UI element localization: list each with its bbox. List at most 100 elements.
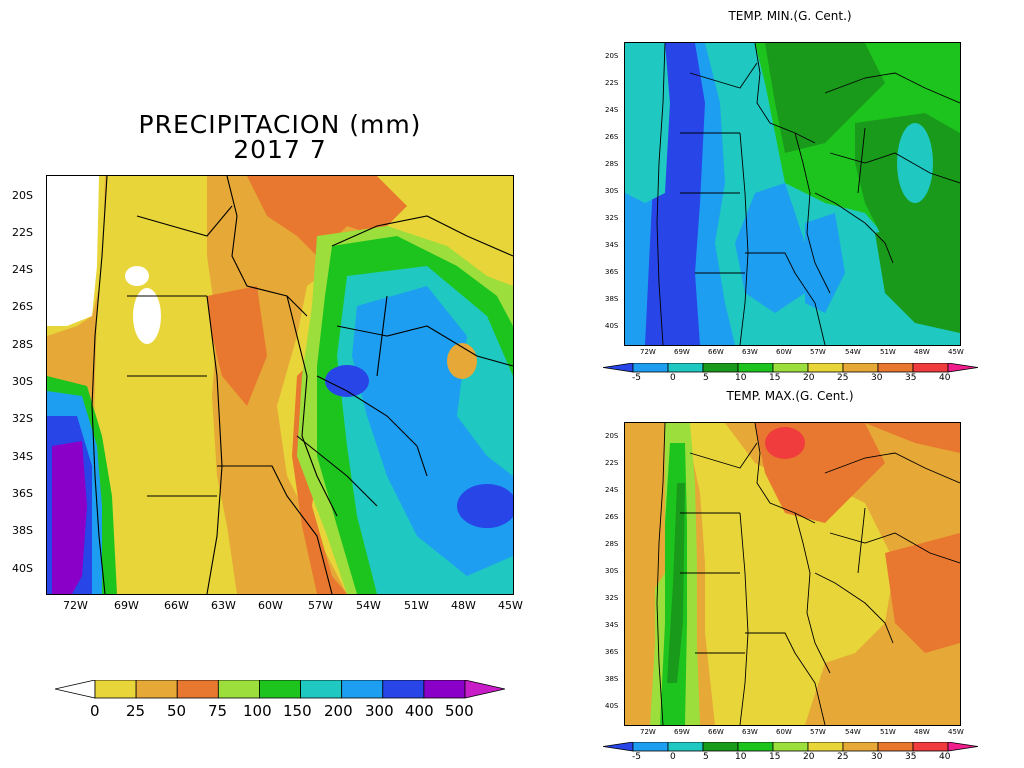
tmin-colorbar-label: 35	[905, 373, 917, 383]
precip-title-line1: PRECIPITACION (mm)	[138, 110, 422, 139]
colorbar-segment	[947, 742, 978, 752]
tmax-colorbar-label: 15	[769, 752, 781, 762]
tmax-lat-label: 40S	[605, 702, 619, 710]
precip-colorbar-label: 75	[208, 702, 228, 720]
tmin-lat-label: 20S	[605, 52, 619, 60]
tmin-map-svg	[625, 43, 960, 345]
colorbar-segment	[55, 680, 96, 699]
colorbar-segment	[702, 363, 739, 373]
colorbar-segment	[807, 742, 844, 752]
tmin-colorbar-label: 0	[670, 373, 676, 383]
tmax-lat-label: 32S	[605, 594, 619, 602]
tmax-lon-label: 57W	[810, 728, 826, 736]
colorbar-segment	[702, 742, 739, 752]
colorbar-segment	[464, 680, 505, 699]
tmax-lon-label: 69W	[674, 728, 690, 736]
colorbar-segment	[603, 363, 634, 373]
tmin-lat-label: 34S	[605, 241, 619, 249]
precip-colorbar-label: 400	[405, 702, 434, 720]
precip-lat-label: 36S	[12, 487, 33, 500]
colorbar-segment	[94, 680, 137, 699]
tmax-lat-label: 38S	[605, 675, 619, 683]
precip-lon-label: 48W	[451, 599, 476, 612]
tmax-lat-label: 34S	[605, 621, 619, 629]
colorbar-segment	[667, 742, 704, 752]
tmin-lon-label: 54W	[845, 348, 861, 356]
tmax-lon-label: 66W	[708, 728, 724, 736]
colorbar-segment	[912, 363, 949, 373]
colorbar-segment	[737, 742, 774, 752]
colorbar-segment	[877, 363, 914, 373]
colorbar-segment	[807, 363, 844, 373]
tmax-colorbar-label: 25	[837, 752, 849, 762]
precip-lon-label: 45W	[498, 599, 523, 612]
tmin-lon-label: 69W	[674, 348, 690, 356]
tmax-lat-label: 20S	[605, 432, 619, 440]
precip-title-line2: 2017 7	[233, 135, 327, 164]
colorbar-segment	[737, 363, 774, 373]
precip-lon-label: 54W	[356, 599, 381, 612]
colorbar-segment	[947, 363, 978, 373]
tmax-colorbar-label: 10	[735, 752, 747, 762]
colorbar-segment	[341, 680, 384, 699]
tmin-colorbar-label: 5	[703, 373, 709, 383]
tmax-lon-label: 63W	[742, 728, 758, 736]
tmax-colorbar-label: -5	[632, 752, 641, 762]
tmax-lon-label: 45W	[948, 728, 964, 736]
tmin-colorbar-label: -5	[632, 373, 641, 383]
tmax-lat-label: 30S	[605, 567, 619, 575]
tmin-lat-label: 40S	[605, 322, 619, 330]
tmin-colorbar-label: 40	[939, 373, 951, 383]
tmin-colorbar-label: 15	[769, 373, 781, 383]
tmax-lat-label: 24S	[605, 486, 619, 494]
precip-lon-label: 51W	[404, 599, 429, 612]
precip-colorbar-label: 0	[90, 702, 100, 720]
precip-map	[46, 175, 514, 595]
tmin-colorbar-label: 20	[803, 373, 815, 383]
precip-colorbar-label: 500	[445, 702, 474, 720]
precip-colorbar-label: 25	[126, 702, 146, 720]
precip-colorbar-label: 150	[283, 702, 312, 720]
precip-lat-label: 22S	[12, 226, 33, 239]
tmin-lon-label: 57W	[810, 348, 826, 356]
tmin-lon-label: 66W	[708, 348, 724, 356]
tmax-lon-label: 48W	[914, 728, 930, 736]
precip-lat-label: 38S	[12, 524, 33, 537]
tmin-title: TEMP. MIN.(G. Cent.)	[728, 9, 852, 23]
precip-lon-label: 63W	[211, 599, 236, 612]
tmax-map	[624, 422, 961, 726]
precip-colorbar-label: 100	[243, 702, 272, 720]
precip-lat-label: 24S	[12, 263, 33, 276]
precip-colorbar-label: 50	[167, 702, 187, 720]
colorbar-segment	[217, 680, 260, 699]
precip-lat-label: 20S	[12, 189, 33, 202]
tmax-colorbar-label: 35	[905, 752, 917, 762]
precip-lon-label: 66W	[164, 599, 189, 612]
precip-lat-label: 28S	[12, 338, 33, 351]
precip-lon-label: 57W	[308, 599, 333, 612]
tmax-lat-label: 28S	[605, 540, 619, 548]
colorbar-segment	[423, 680, 466, 699]
precip-lat-label: 30S	[12, 375, 33, 388]
tmin-lon-label: 60W	[776, 348, 792, 356]
colorbar-segment	[772, 363, 809, 373]
tmin-colorbar	[603, 363, 978, 373]
tmin-lon-label: 45W	[948, 348, 964, 356]
tmax-colorbar-label: 40	[939, 752, 951, 762]
tmin-map	[624, 42, 961, 346]
colorbar-segment	[842, 363, 879, 373]
precip-lon-label: 69W	[114, 599, 139, 612]
tmin-colorbar-label: 25	[837, 373, 849, 383]
tmin-lat-label: 28S	[605, 160, 619, 168]
tmax-lon-label: 60W	[776, 728, 792, 736]
precip-lon-label: 72W	[63, 599, 88, 612]
precip-colorbar	[55, 680, 505, 699]
tmax-colorbar-label: 20	[803, 752, 815, 762]
tmin-lat-label: 36S	[605, 268, 619, 276]
tmin-colorbar-label: 10	[735, 373, 747, 383]
tmax-colorbar	[603, 742, 978, 752]
tmin-colorbar-label: 30	[871, 373, 883, 383]
colorbar-segment	[259, 680, 301, 699]
tmax-map-svg	[625, 423, 960, 725]
precip-colorbar-label: 200	[324, 702, 353, 720]
